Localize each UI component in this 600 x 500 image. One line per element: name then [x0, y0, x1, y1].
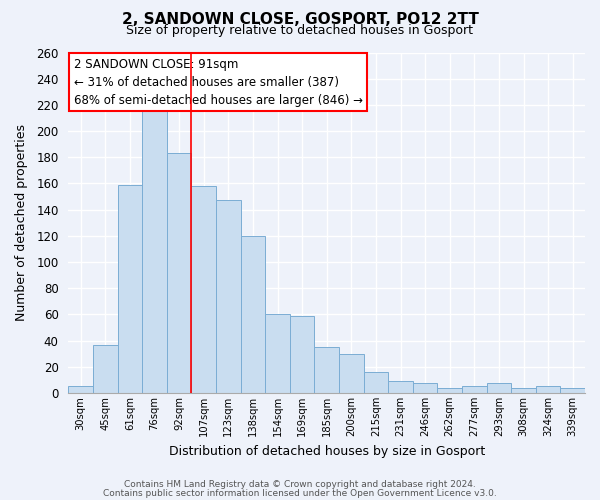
- Text: Contains public sector information licensed under the Open Government Licence v3: Contains public sector information licen…: [103, 488, 497, 498]
- Bar: [290, 316, 314, 393]
- Bar: [560, 388, 585, 393]
- Bar: [167, 154, 191, 393]
- Bar: [511, 388, 536, 393]
- Bar: [437, 388, 462, 393]
- Bar: [191, 186, 216, 393]
- Bar: [265, 314, 290, 393]
- Bar: [241, 236, 265, 393]
- Bar: [413, 382, 437, 393]
- Y-axis label: Number of detached properties: Number of detached properties: [15, 124, 28, 322]
- Bar: [339, 354, 364, 393]
- Text: 2, SANDOWN CLOSE, GOSPORT, PO12 2TT: 2, SANDOWN CLOSE, GOSPORT, PO12 2TT: [122, 12, 478, 28]
- Text: Size of property relative to detached houses in Gosport: Size of property relative to detached ho…: [127, 24, 473, 37]
- Bar: [462, 386, 487, 393]
- X-axis label: Distribution of detached houses by size in Gosport: Distribution of detached houses by size …: [169, 444, 485, 458]
- Bar: [118, 185, 142, 393]
- Bar: [68, 386, 93, 393]
- Bar: [314, 347, 339, 393]
- Bar: [388, 381, 413, 393]
- Bar: [364, 372, 388, 393]
- Bar: [142, 106, 167, 393]
- Bar: [487, 382, 511, 393]
- Bar: [93, 344, 118, 393]
- Text: Contains HM Land Registry data © Crown copyright and database right 2024.: Contains HM Land Registry data © Crown c…: [124, 480, 476, 489]
- Bar: [536, 386, 560, 393]
- Text: 2 SANDOWN CLOSE: 91sqm
← 31% of detached houses are smaller (387)
68% of semi-de: 2 SANDOWN CLOSE: 91sqm ← 31% of detached…: [74, 58, 362, 106]
- Bar: [216, 200, 241, 393]
